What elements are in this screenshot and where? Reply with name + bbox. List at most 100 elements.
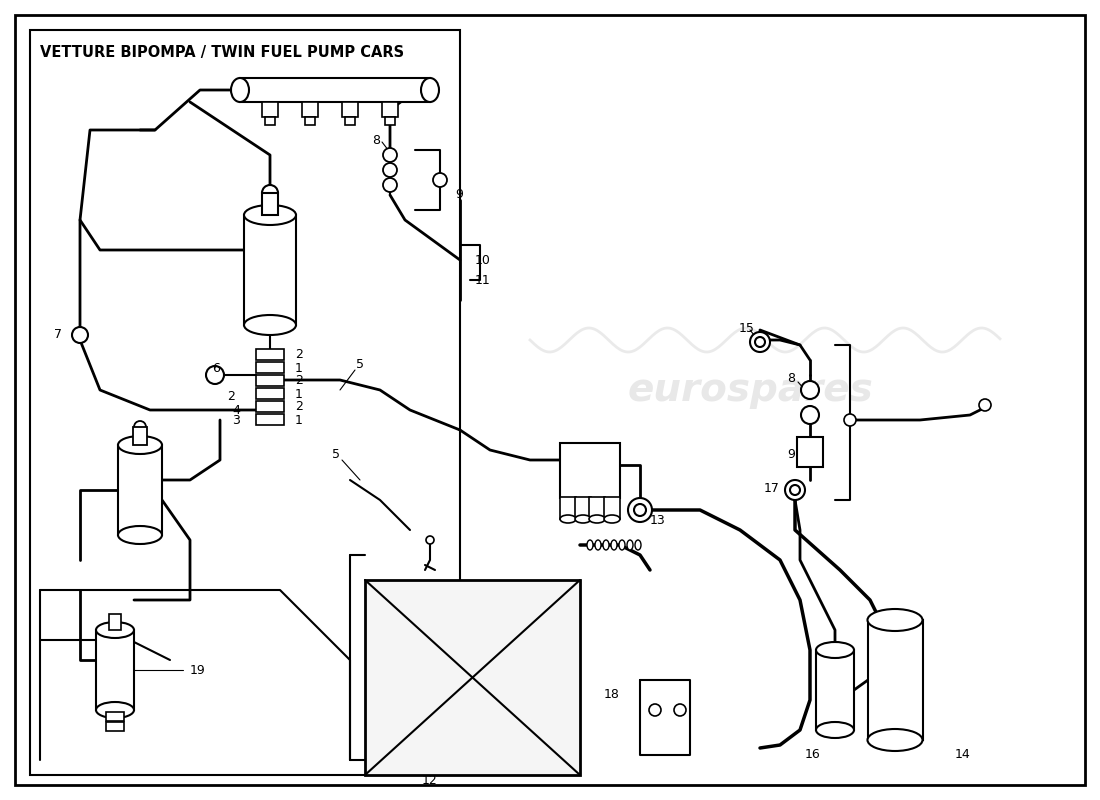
- Circle shape: [72, 327, 88, 343]
- Ellipse shape: [587, 540, 593, 550]
- Bar: [382, 102, 398, 117]
- Bar: [256, 349, 284, 360]
- Bar: [240, 78, 430, 102]
- Text: 18: 18: [604, 689, 620, 702]
- Ellipse shape: [231, 78, 249, 102]
- Ellipse shape: [868, 609, 923, 631]
- Circle shape: [790, 485, 800, 495]
- Bar: [560, 497, 576, 519]
- Circle shape: [628, 498, 652, 522]
- Bar: [256, 414, 284, 425]
- Bar: [256, 375, 284, 386]
- Circle shape: [844, 414, 856, 426]
- Text: eurospares: eurospares: [627, 371, 873, 409]
- Ellipse shape: [619, 540, 625, 550]
- Circle shape: [801, 406, 820, 424]
- Circle shape: [649, 704, 661, 716]
- Circle shape: [979, 399, 991, 411]
- Bar: [868, 620, 923, 740]
- Bar: [262, 193, 278, 215]
- Ellipse shape: [595, 540, 601, 550]
- Ellipse shape: [635, 540, 641, 550]
- Bar: [256, 401, 284, 412]
- Ellipse shape: [560, 515, 576, 523]
- Text: 15: 15: [739, 322, 755, 334]
- Circle shape: [383, 148, 397, 162]
- Bar: [106, 722, 124, 731]
- Ellipse shape: [627, 540, 632, 550]
- Text: 1: 1: [295, 362, 302, 374]
- Bar: [604, 497, 620, 519]
- Circle shape: [206, 366, 224, 384]
- Ellipse shape: [244, 205, 296, 225]
- Circle shape: [134, 421, 146, 433]
- Bar: [302, 102, 318, 117]
- Text: VETTURE BIPOMPA / TWIN FUEL PUMP CARS: VETTURE BIPOMPA / TWIN FUEL PUMP CARS: [40, 45, 404, 59]
- Text: 13: 13: [650, 514, 666, 526]
- Text: 1: 1: [295, 387, 302, 401]
- Text: 2: 2: [295, 349, 302, 362]
- Text: 4: 4: [232, 403, 240, 417]
- Bar: [109, 614, 121, 630]
- Bar: [385, 117, 395, 125]
- Circle shape: [634, 504, 646, 516]
- Bar: [588, 497, 605, 519]
- Ellipse shape: [575, 515, 591, 523]
- Bar: [256, 388, 284, 399]
- Text: 5: 5: [332, 449, 340, 462]
- Bar: [345, 117, 355, 125]
- Text: 19: 19: [190, 663, 206, 677]
- Ellipse shape: [118, 436, 162, 454]
- Text: 9: 9: [455, 189, 463, 202]
- Text: 5: 5: [356, 358, 364, 371]
- Bar: [262, 102, 278, 117]
- Bar: [244, 215, 296, 325]
- Text: 2: 2: [295, 374, 302, 387]
- Text: 6: 6: [212, 362, 220, 374]
- Text: 7: 7: [54, 329, 62, 342]
- Text: 17: 17: [764, 482, 780, 494]
- Bar: [106, 712, 124, 721]
- Bar: [305, 117, 315, 125]
- Circle shape: [426, 536, 434, 544]
- Text: 11: 11: [475, 274, 491, 286]
- Circle shape: [750, 332, 770, 352]
- Bar: [342, 102, 358, 117]
- Ellipse shape: [604, 515, 620, 523]
- Bar: [256, 362, 284, 373]
- Bar: [96, 630, 134, 710]
- Text: 2: 2: [295, 401, 302, 414]
- Text: 12: 12: [422, 774, 438, 786]
- Bar: [816, 650, 854, 730]
- Text: 3: 3: [232, 414, 240, 426]
- Ellipse shape: [421, 78, 439, 102]
- Ellipse shape: [868, 729, 923, 751]
- Text: 8: 8: [372, 134, 379, 146]
- Text: 8: 8: [786, 371, 795, 385]
- Bar: [560, 443, 620, 498]
- Bar: [365, 580, 580, 775]
- Ellipse shape: [96, 622, 134, 638]
- Circle shape: [433, 173, 447, 187]
- Text: 10: 10: [475, 254, 491, 266]
- Text: eurospares: eurospares: [107, 401, 353, 439]
- Ellipse shape: [816, 722, 854, 738]
- Circle shape: [262, 185, 278, 201]
- Ellipse shape: [244, 315, 296, 335]
- Text: 1: 1: [295, 414, 302, 426]
- Text: 14: 14: [955, 749, 970, 762]
- Bar: [798, 437, 823, 467]
- Circle shape: [785, 480, 805, 500]
- Circle shape: [383, 178, 397, 192]
- Ellipse shape: [118, 526, 162, 544]
- Text: 2: 2: [227, 390, 235, 403]
- Text: 9: 9: [788, 449, 795, 462]
- Bar: [30, 30, 460, 775]
- Ellipse shape: [588, 515, 605, 523]
- Text: 16: 16: [804, 749, 820, 762]
- Bar: [265, 117, 275, 125]
- Circle shape: [383, 163, 397, 177]
- Bar: [118, 445, 162, 535]
- Ellipse shape: [603, 540, 609, 550]
- Ellipse shape: [816, 642, 854, 658]
